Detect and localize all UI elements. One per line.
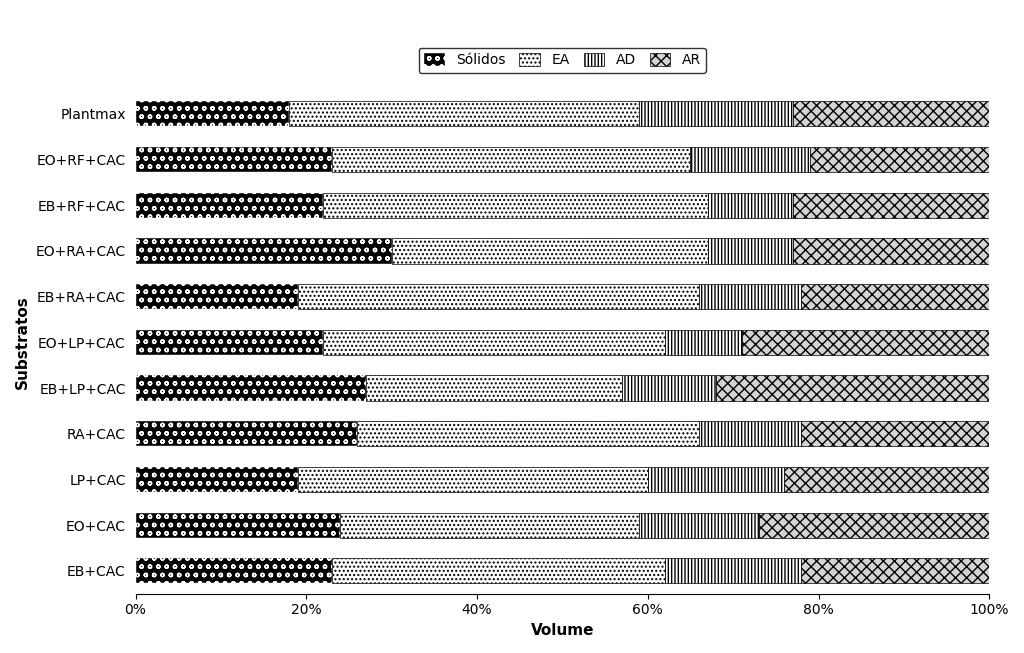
Bar (357, 421, 699, 447)
Bar (340, 513, 639, 537)
Bar (332, 147, 690, 172)
Bar (802, 558, 989, 583)
Bar (741, 330, 989, 355)
Bar (135, 421, 357, 447)
Bar (639, 513, 759, 537)
Bar (623, 375, 716, 401)
Bar (135, 193, 324, 218)
Bar (135, 375, 366, 401)
Bar (135, 467, 298, 492)
Legend: Sólidos, EA, AD, AR: Sólidos, EA, AD, AR (419, 48, 707, 72)
Bar (135, 330, 324, 355)
Bar (665, 330, 741, 355)
X-axis label: Volume: Volume (530, 623, 594, 638)
Bar (802, 284, 989, 310)
Bar (699, 284, 802, 310)
Bar (298, 284, 699, 310)
Bar (648, 467, 784, 492)
Bar (639, 101, 793, 127)
Bar (759, 513, 989, 537)
Bar (708, 238, 793, 264)
Bar (802, 421, 989, 447)
Bar (793, 193, 989, 218)
Bar (793, 238, 989, 264)
Bar (784, 467, 989, 492)
Bar (289, 101, 639, 127)
Bar (135, 101, 289, 127)
Bar (135, 513, 340, 537)
Bar (298, 467, 648, 492)
Bar (135, 238, 391, 264)
Bar (391, 238, 708, 264)
Bar (324, 330, 665, 355)
Bar (665, 558, 802, 583)
Bar (366, 375, 623, 401)
Y-axis label: Substratos: Substratos (15, 295, 30, 389)
Bar (716, 375, 989, 401)
Bar (699, 421, 802, 447)
Bar (324, 193, 708, 218)
Bar (690, 147, 810, 172)
Bar (332, 558, 665, 583)
Bar (135, 147, 332, 172)
Bar (810, 147, 989, 172)
Bar (708, 193, 793, 218)
Bar (135, 284, 298, 310)
Bar (793, 101, 989, 127)
Bar (135, 558, 332, 583)
